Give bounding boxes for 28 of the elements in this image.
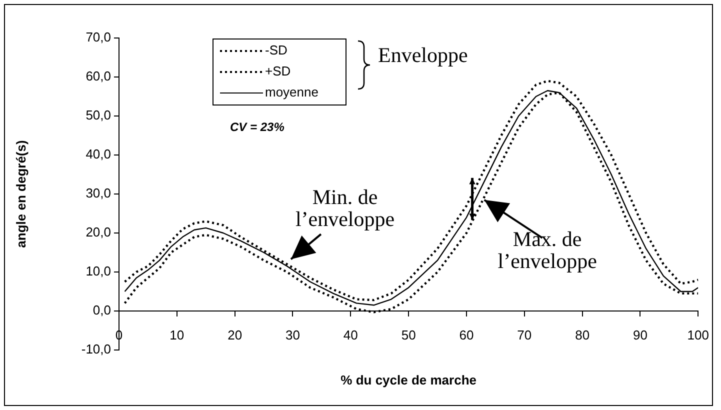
x-tick-label: 40 <box>343 327 358 342</box>
y-tick-label: 70,0 <box>86 30 111 45</box>
annotation: Enveloppe <box>378 43 468 67</box>
y-tick-label: 20,0 <box>86 224 111 240</box>
x-tick-label: 30 <box>286 327 300 342</box>
annotation: Min. de l’enveloppe <box>295 185 395 232</box>
y-tick-label: 30,0 <box>86 186 111 201</box>
y-tick-label: 10,0 <box>86 264 111 279</box>
x-tick-label: 10 <box>170 327 184 342</box>
y-tick-label: 50,0 <box>86 108 111 123</box>
y-tick-label: 0,0 <box>92 302 111 318</box>
y-tick-label: -10,0 <box>81 342 111 357</box>
x-tick-label: 90 <box>633 327 648 342</box>
legend-label: moyenne <box>265 84 318 100</box>
legend-label: +SD <box>265 64 291 79</box>
x-tick-label: 80 <box>575 327 590 342</box>
y-tick-label: 60,0 <box>86 68 111 84</box>
legend-label: -SD <box>265 42 288 58</box>
x-tick-label: 100 <box>687 327 710 342</box>
y-tick-label: 40,0 <box>86 146 111 162</box>
x-tick-label: 60 <box>459 327 474 342</box>
x-tick-label: 50 <box>401 327 416 342</box>
annotation: Max. de l’enveloppe <box>498 226 597 273</box>
annotation: CV = 23% <box>230 120 284 134</box>
y-axis-title: angle en degré(s) <box>13 140 28 248</box>
x-tick-label: 20 <box>228 327 242 342</box>
x-axis-title: % du cycle de marche <box>340 372 476 388</box>
x-tick-label: 70 <box>517 327 532 342</box>
